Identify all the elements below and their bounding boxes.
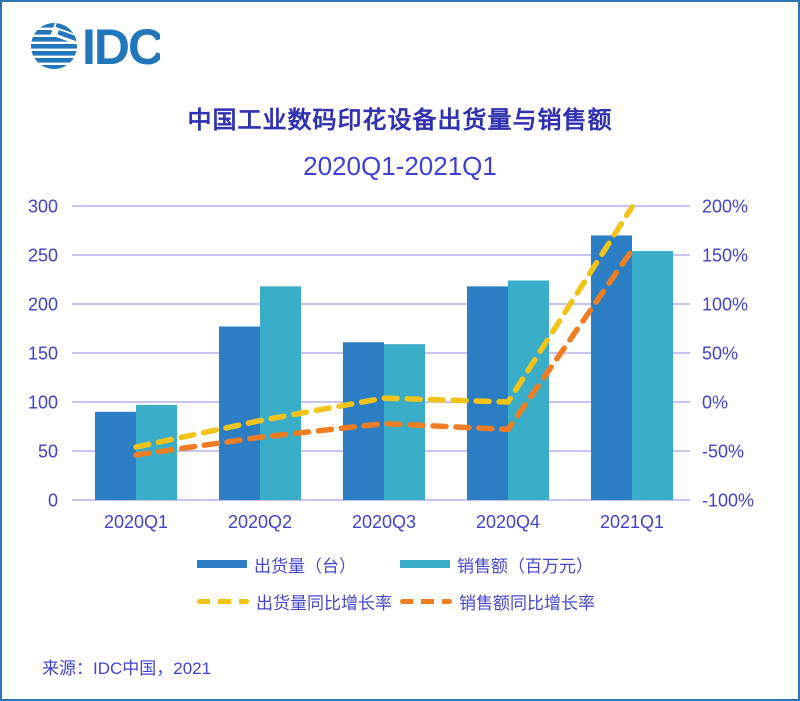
chart-subtitle: 2020Q1-2021Q1 <box>303 151 497 181</box>
x-axis-label: 2020Q4 <box>476 512 540 532</box>
legend-label: 销售额同比增长率 <box>459 593 595 613</box>
left-axis-tick: 50 <box>38 442 58 462</box>
left-axis-tick: 250 <box>28 246 58 266</box>
shipment-growth-dash-swatch <box>197 598 249 604</box>
x-axis-label: 2020Q1 <box>104 512 168 532</box>
legend-label: 出货量（台） <box>254 556 356 576</box>
legend-item-sales: 销售额（百万元） <box>400 552 593 577</box>
globe-icon <box>31 23 77 69</box>
sales-growth-dash-swatch <box>400 598 452 604</box>
legend-item-shipment-growth: 出货量同比增长率 <box>197 589 400 614</box>
bar <box>343 342 384 500</box>
bar <box>467 286 508 500</box>
growth-line <box>133 204 635 450</box>
left-axis-tick: 100 <box>28 393 58 413</box>
x-axis-label: 2020Q2 <box>228 512 292 532</box>
right-axis-tick: -100% <box>702 491 754 511</box>
right-axis-tick: -50% <box>702 442 744 462</box>
chart-plot: 300 250 200 150 100 50 0 200% 150% 100% 50% 0% -50% -… <box>28 197 754 533</box>
title-block: 中国工业数码印花设备出货量与销售额 2020Q1-2021Q1 <box>2 100 798 182</box>
right-axis-tick: 0% <box>702 393 728 413</box>
left-axis-tick: 150 <box>28 344 58 364</box>
chart-legend: 出货量（台） 销售额（百万元） 出货量同比增长率 销售额同比增长率 <box>197 553 757 627</box>
logo-text: IDC <box>82 19 160 72</box>
bar <box>95 411 136 500</box>
left-axis-tick: 0 <box>48 491 58 511</box>
legend-label: 出货量同比增长率 <box>256 593 392 613</box>
chart-title: 中国工业数码印花设备出货量与销售额 <box>187 107 613 134</box>
right-axis-tick: 150% <box>702 246 748 266</box>
idc-logo: IDC <box>31 19 160 72</box>
right-axis-tick: 200% <box>702 197 748 217</box>
bar <box>219 326 260 500</box>
growth-line <box>133 247 635 458</box>
x-axis-label: 2020Q3 <box>352 512 416 532</box>
sales-swatch <box>400 560 450 568</box>
right-axis-tick: 100% <box>702 295 748 315</box>
bar <box>260 286 301 500</box>
left-axis-tick: 300 <box>28 197 58 217</box>
shipments-swatch <box>197 560 247 568</box>
legend-row-bars: 出货量（台） 销售额（百万元） <box>197 552 757 577</box>
x-axis-label: 2021Q1 <box>600 512 664 532</box>
bar <box>632 251 673 500</box>
right-axis-tick: 50% <box>702 344 738 364</box>
source-note: 来源：IDC中国，2021 <box>42 659 212 678</box>
left-axis-tick: 200 <box>28 295 58 315</box>
legend-item-shipments: 出货量（台） <box>197 552 400 577</box>
legend-item-sales-growth: 销售额同比增长率 <box>400 589 595 614</box>
legend-row-lines: 出货量同比增长率 销售额同比增长率 <box>197 589 757 614</box>
legend-label: 销售额（百万元） <box>457 556 593 576</box>
